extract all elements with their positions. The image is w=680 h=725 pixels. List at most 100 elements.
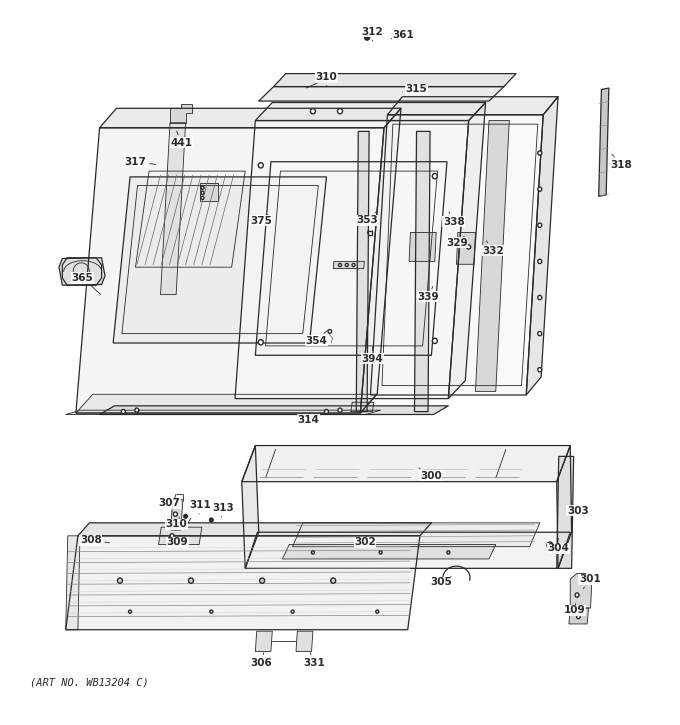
Circle shape — [547, 542, 553, 548]
Circle shape — [538, 368, 542, 372]
Polygon shape — [273, 74, 516, 86]
Circle shape — [330, 578, 336, 584]
Text: 307: 307 — [158, 498, 180, 512]
Circle shape — [129, 610, 131, 613]
Text: 338: 338 — [443, 212, 464, 227]
Circle shape — [188, 578, 194, 584]
Circle shape — [376, 610, 379, 613]
Circle shape — [311, 551, 314, 554]
Circle shape — [339, 263, 341, 267]
Circle shape — [324, 410, 328, 414]
Text: 300: 300 — [419, 468, 441, 481]
Text: 305: 305 — [430, 576, 452, 587]
Polygon shape — [66, 536, 80, 630]
Circle shape — [538, 187, 542, 191]
Polygon shape — [258, 86, 504, 101]
Circle shape — [258, 339, 263, 345]
Polygon shape — [171, 500, 183, 530]
Polygon shape — [242, 446, 258, 568]
Circle shape — [466, 245, 471, 249]
Circle shape — [575, 593, 579, 597]
Text: 354: 354 — [305, 330, 328, 346]
Polygon shape — [63, 258, 101, 285]
Polygon shape — [245, 532, 571, 568]
Text: 329: 329 — [446, 236, 468, 248]
Circle shape — [328, 330, 332, 334]
Polygon shape — [113, 177, 326, 343]
Circle shape — [173, 512, 177, 516]
Polygon shape — [456, 233, 475, 265]
Circle shape — [118, 578, 122, 584]
Circle shape — [201, 191, 204, 194]
Text: 303: 303 — [567, 502, 589, 515]
Text: (ART NO. WB13204 C): (ART NO. WB13204 C) — [30, 677, 149, 687]
Polygon shape — [256, 631, 272, 651]
Circle shape — [210, 610, 213, 613]
Polygon shape — [356, 131, 369, 412]
Polygon shape — [571, 573, 592, 608]
Text: 304: 304 — [547, 539, 569, 553]
Circle shape — [201, 196, 204, 199]
Text: 306: 306 — [250, 652, 271, 668]
Circle shape — [379, 551, 382, 554]
Text: 309: 309 — [167, 536, 188, 547]
Polygon shape — [235, 120, 469, 399]
Circle shape — [258, 162, 263, 168]
Circle shape — [538, 331, 542, 336]
Text: 365: 365 — [72, 273, 101, 294]
Polygon shape — [333, 262, 364, 268]
Circle shape — [209, 518, 213, 522]
Text: 310: 310 — [316, 72, 337, 86]
Polygon shape — [76, 128, 384, 413]
Polygon shape — [409, 233, 436, 262]
Polygon shape — [388, 96, 558, 115]
Circle shape — [135, 408, 139, 413]
Polygon shape — [371, 115, 543, 395]
Circle shape — [432, 338, 437, 344]
Circle shape — [364, 35, 369, 40]
Text: 394: 394 — [362, 347, 384, 364]
Circle shape — [577, 615, 580, 618]
Circle shape — [538, 223, 542, 228]
Polygon shape — [201, 183, 218, 202]
Polygon shape — [351, 402, 374, 412]
Text: 301: 301 — [579, 574, 600, 589]
Circle shape — [432, 173, 437, 179]
Polygon shape — [170, 104, 192, 123]
Text: 339: 339 — [418, 286, 439, 302]
Polygon shape — [598, 88, 609, 196]
Circle shape — [538, 295, 542, 299]
Text: 311: 311 — [189, 500, 211, 514]
Circle shape — [538, 260, 542, 263]
Text: 331: 331 — [303, 652, 325, 668]
Circle shape — [201, 186, 204, 189]
Circle shape — [538, 151, 542, 155]
Text: 361: 361 — [391, 30, 414, 41]
Circle shape — [311, 109, 316, 114]
Polygon shape — [296, 631, 313, 651]
Polygon shape — [569, 608, 589, 624]
Polygon shape — [475, 120, 509, 392]
Text: 312: 312 — [362, 27, 384, 41]
Polygon shape — [66, 536, 420, 630]
Circle shape — [338, 408, 342, 413]
Circle shape — [352, 263, 355, 267]
Text: 375: 375 — [250, 215, 272, 226]
Polygon shape — [99, 108, 401, 128]
Polygon shape — [59, 258, 105, 285]
Polygon shape — [292, 523, 540, 547]
Polygon shape — [160, 123, 186, 294]
Text: 318: 318 — [610, 154, 632, 170]
Text: 353: 353 — [356, 212, 378, 225]
Circle shape — [170, 534, 174, 538]
Polygon shape — [282, 544, 496, 559]
Polygon shape — [78, 523, 431, 536]
Polygon shape — [557, 446, 572, 568]
Text: 308: 308 — [80, 535, 109, 545]
Text: 315: 315 — [403, 85, 428, 94]
Polygon shape — [158, 527, 202, 544]
Polygon shape — [99, 406, 448, 415]
Polygon shape — [360, 108, 401, 413]
Text: 302: 302 — [354, 536, 376, 547]
Circle shape — [291, 610, 294, 613]
